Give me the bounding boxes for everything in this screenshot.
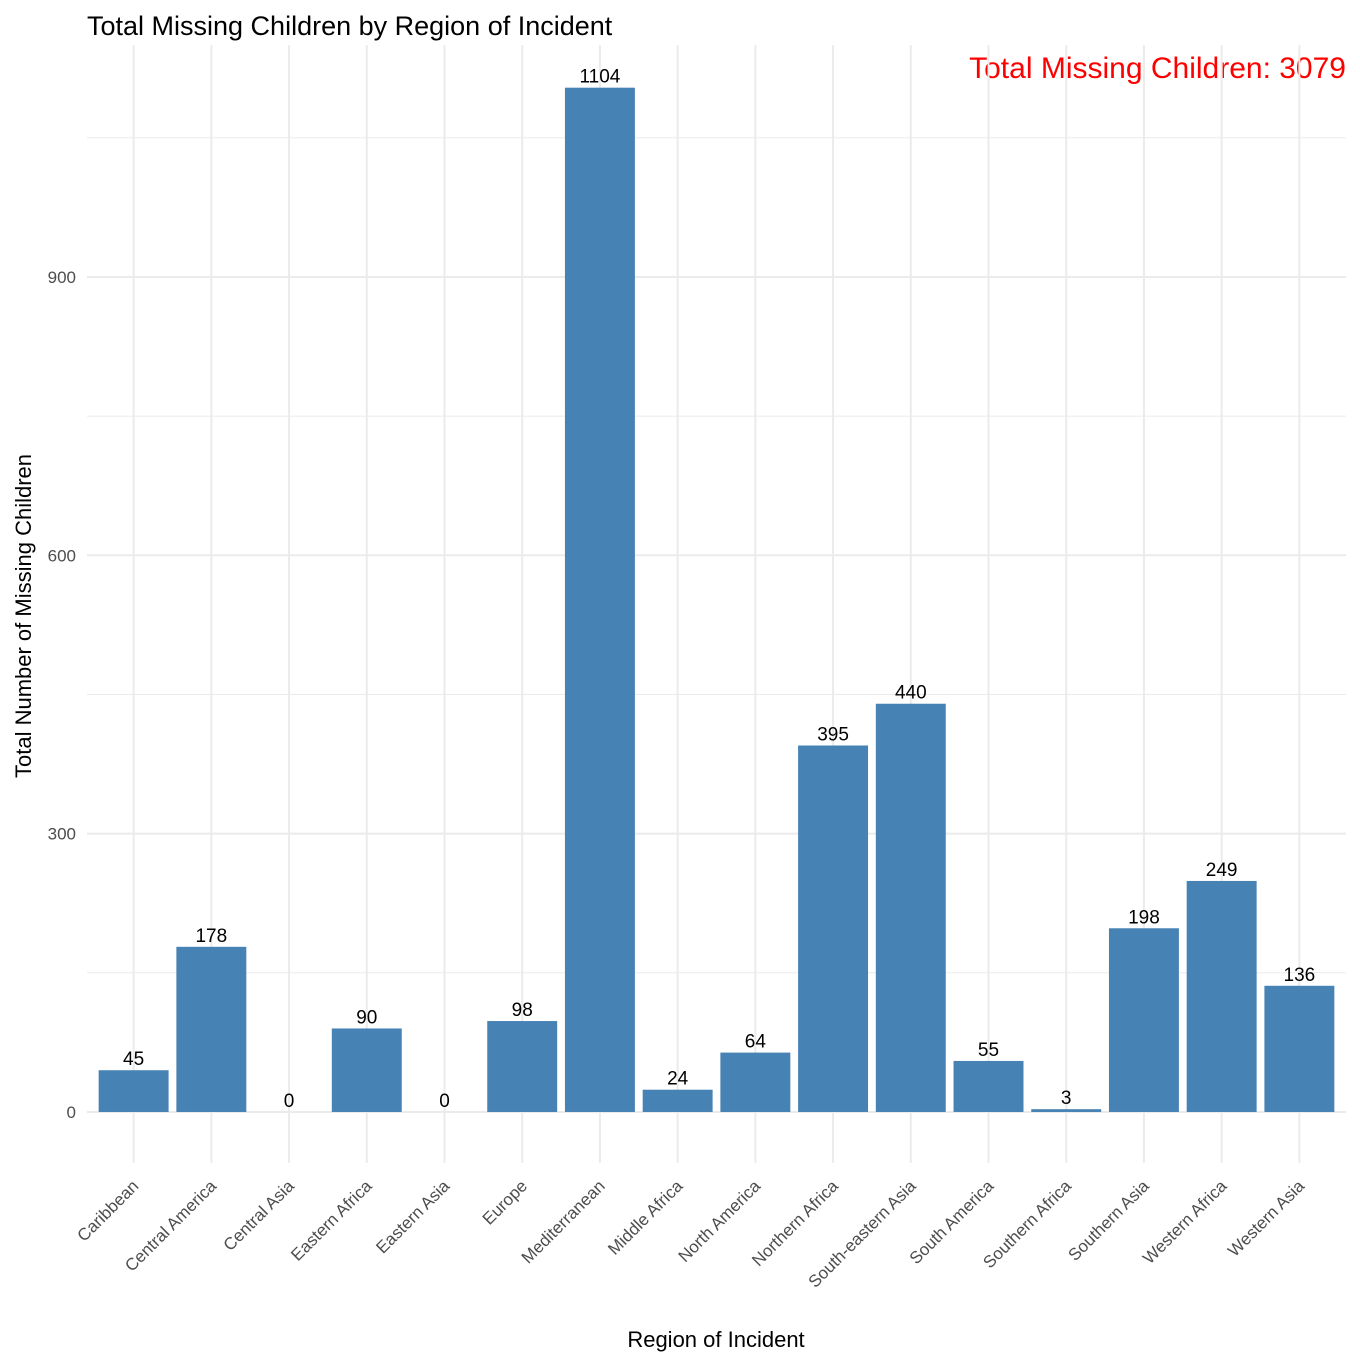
x-axis-title: Region of Incident — [627, 1327, 804, 1352]
bar — [953, 1060, 1024, 1112]
x-tick-label: Europe — [479, 1176, 531, 1228]
bar — [875, 703, 946, 1112]
y-axis-title: Total Number of Missing Children — [11, 454, 36, 778]
bar — [1186, 880, 1257, 1112]
x-tick-label: Central Asia — [220, 1176, 299, 1255]
bar — [487, 1021, 558, 1112]
bar — [642, 1089, 713, 1112]
bar — [331, 1028, 402, 1112]
x-tick-label: Eastern Asia — [372, 1176, 453, 1257]
bar — [720, 1052, 791, 1112]
x-tick-label: Middle Africa — [604, 1176, 687, 1259]
y-axis-ticks: 0 300 600 900 — [48, 268, 76, 1122]
y-tick-label: 300 — [48, 825, 76, 844]
data-label: 249 — [1206, 860, 1238, 881]
bar — [1031, 1109, 1102, 1112]
x-tick-label: Eastern Africa — [287, 1176, 376, 1265]
data-label: 55 — [978, 1040, 999, 1061]
data-label: 0 — [439, 1091, 450, 1112]
data-label: 98 — [512, 1000, 533, 1021]
bar — [1108, 928, 1179, 1112]
y-tick-label: 600 — [48, 546, 76, 565]
data-label: 395 — [817, 724, 849, 745]
x-tick-label: Western Asia — [1224, 1176, 1308, 1260]
data-label: 1104 — [579, 67, 620, 88]
chart-title: Total Missing Children by Region of Inci… — [87, 11, 613, 41]
data-label: 440 — [895, 683, 927, 704]
bars — [98, 87, 1335, 1112]
bar — [98, 1070, 169, 1112]
y-tick-label: 900 — [48, 268, 76, 287]
x-tick-label: Caribbean — [74, 1176, 143, 1245]
bar — [564, 87, 635, 1112]
x-tick-label: Southern Asia — [1064, 1176, 1153, 1265]
y-tick-label: 0 — [67, 1103, 76, 1122]
data-labels: 45 178 0 90 0 98 1104 24 64 395 440 55 3 198 249 136 — [123, 67, 1315, 1112]
data-label: 0 — [284, 1091, 295, 1112]
bar — [176, 946, 247, 1112]
data-label: 64 — [745, 1032, 767, 1053]
bar — [1264, 985, 1335, 1112]
data-label: 3 — [1061, 1088, 1072, 1109]
data-label: 45 — [123, 1049, 144, 1070]
x-tick-label: Western Africa — [1139, 1176, 1231, 1268]
total-annotation: Total Missing Children: 3079 — [969, 52, 1346, 85]
data-label: 136 — [1284, 965, 1316, 986]
data-label: 178 — [195, 926, 227, 947]
x-tick-label: Mediterranean — [518, 1176, 609, 1267]
data-label: 198 — [1128, 907, 1160, 928]
data-label: 24 — [667, 1069, 689, 1090]
data-label: 90 — [356, 1007, 377, 1028]
bar — [798, 745, 869, 1112]
